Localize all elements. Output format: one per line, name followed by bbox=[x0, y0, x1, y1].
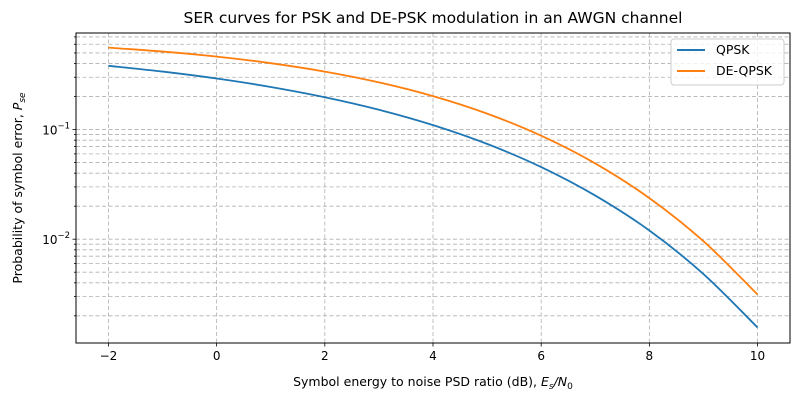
x-axis-label: Symbol energy to noise PSD ratio (dB), E… bbox=[293, 374, 573, 392]
series-line-qpsk bbox=[108, 64, 759, 329]
chart-title: SER curves for PSK and DE-PSK modulation… bbox=[184, 9, 683, 27]
ticks: −2 0 2 4 6 8 10 10−1 10−2 bbox=[42, 36, 765, 363]
x-tick-label: 10 bbox=[750, 349, 765, 363]
legend-label-qpsk: QPSK bbox=[716, 42, 750, 57]
series-line-de-qpsk bbox=[108, 46, 759, 296]
x-tick-label: 2 bbox=[321, 349, 329, 363]
y-axis-label: Probability of symbol error, Pse bbox=[10, 92, 28, 284]
y-tick-label: 10−2 bbox=[42, 231, 70, 247]
x-tick-label: 6 bbox=[537, 349, 545, 363]
legend-label-de-qpsk: DE-QPSK bbox=[716, 63, 773, 78]
x-tick-label: 8 bbox=[646, 349, 654, 363]
series-lines bbox=[108, 46, 759, 329]
x-tick-label: 0 bbox=[213, 349, 221, 363]
x-tick-label: 4 bbox=[429, 349, 437, 363]
y-tick-label: 10−1 bbox=[42, 122, 70, 138]
x-tick-label: −2 bbox=[100, 349, 118, 363]
legend: QPSK DE-QPSK bbox=[670, 38, 785, 86]
